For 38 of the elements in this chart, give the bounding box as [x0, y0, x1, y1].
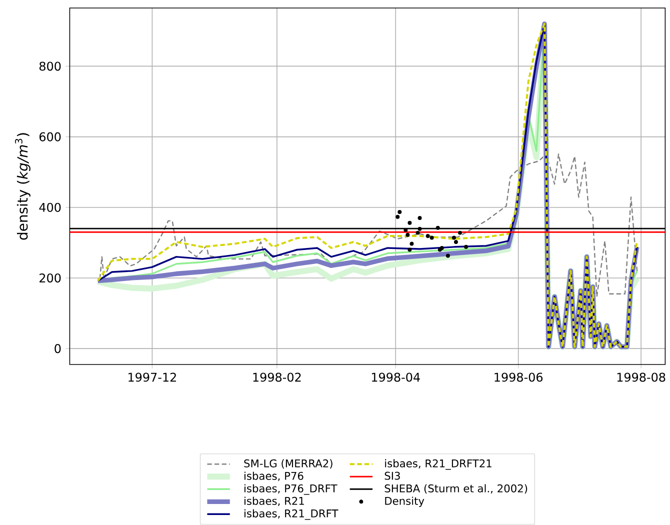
point [430, 236, 434, 240]
x-tick-label: 1998-04 [372, 372, 420, 382]
y-tick-label: 0 [54, 344, 61, 354]
point [464, 245, 468, 250]
point [408, 248, 412, 252]
legend-label: Density [385, 496, 424, 508]
y-tick-label: 200 [40, 274, 61, 283]
x-tick-label: 1998-06 [494, 372, 543, 382]
legend-label: isbaes, P76_DRFT [244, 484, 338, 495]
x-tick-label: 1998-08 [617, 372, 666, 382]
legend-label: isbaes, R21 [244, 496, 304, 506]
point [418, 227, 422, 232]
point [406, 233, 410, 238]
x-tick-label: 1998-02 [253, 372, 301, 382]
legend-label: isbaes, R21_DRFT [244, 509, 338, 520]
point [452, 236, 456, 240]
point [436, 226, 440, 230]
point [446, 254, 450, 258]
point [426, 234, 430, 238]
point [454, 240, 458, 244]
legend-label: isbaes, P76 [244, 472, 304, 482]
point [398, 210, 402, 214]
x-tick-label: 1997-12 [128, 372, 176, 382]
legend-label: SHEBA (Sturm et al., 2002) [384, 484, 528, 494]
legend-label: SM-LG (MERRA2) [244, 459, 332, 469]
y-tick-label: 400 [39, 203, 61, 212]
y-axis-title: density (kg/m$^{3}$) [15, 133, 30, 240]
point [410, 242, 414, 246]
point [458, 230, 462, 235]
point [418, 216, 422, 220]
legend-label: SI3 [384, 472, 400, 480]
point [408, 221, 412, 226]
line-series [99, 154, 638, 298]
y-tick-label: 600 [40, 132, 61, 142]
y-tick-label: 800 [39, 62, 61, 71]
legend-label: isbaes, R21_DRFT21 [385, 459, 492, 470]
point [416, 230, 420, 235]
point [396, 215, 400, 220]
